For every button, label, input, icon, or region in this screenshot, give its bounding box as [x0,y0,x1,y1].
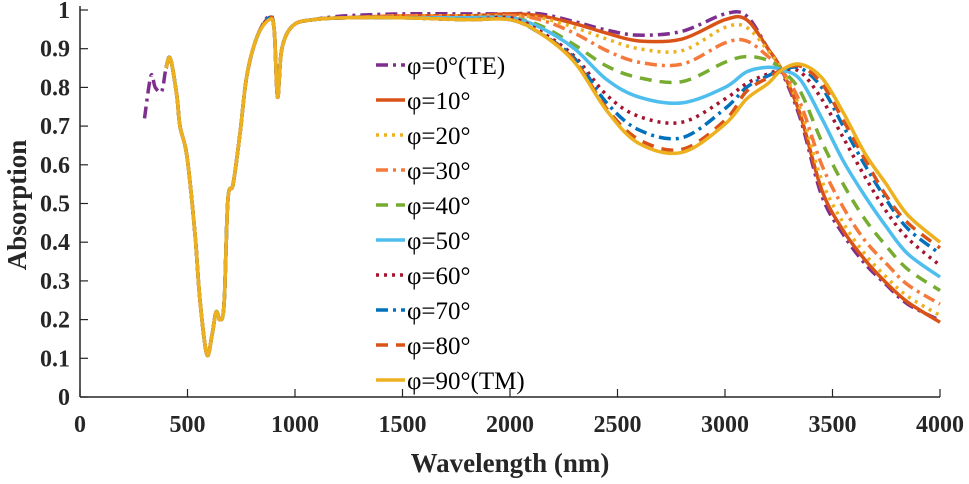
axes: 0 500 1000 1500 2000 2500 3000 3500 4000 0 0.1 0.2 0… [40,0,964,438]
y-tick-label: 0.5 [40,192,70,218]
legend-entry: φ=50° [376,228,471,255]
legend-entry: φ=10° [376,88,471,115]
legend-entry: φ=90°(TM) [376,368,525,395]
legend-label: φ=10° [407,88,471,115]
legend: φ=0°(TE) φ=10° φ=20° φ=30° φ=40° φ=50° φ=60° φ=… [376,53,525,395]
y-tick-label: 0 [58,385,70,411]
y-tick-label: 0.8 [40,75,70,101]
x-tick-label: 1000 [271,412,319,438]
legend-label: φ=40° [407,193,471,220]
series-layer [142,9,942,358]
x-axis-title: Wavelength (nm) [411,448,610,478]
x-tick-label: 2500 [594,412,642,438]
series-line-5 [164,15,942,358]
legend-label: φ=0°(TE) [407,53,505,80]
legend-entry: φ=70° [376,298,471,325]
legend-entry: φ=20° [376,123,471,150]
series-line-2 [164,13,941,358]
y-tick-label: 0.1 [40,346,70,372]
y-axis-title: Absorption [2,140,32,271]
series-line-9 [164,15,942,358]
legend-label: φ=60° [407,263,471,290]
x-tick-label: 0 [74,412,86,438]
legend-label: φ=30° [407,158,471,185]
y-tick-label: 0.2 [40,308,70,334]
legend-label: φ=80° [407,333,471,360]
legend-label: φ=70° [407,298,471,325]
x-tick-label: 3500 [809,412,857,438]
legend-entry: φ=30° [376,158,471,185]
y-tick-label: 1 [58,0,70,24]
legend-label: φ=20° [407,123,471,150]
legend-entry: φ=60° [376,263,471,290]
legend-entry: φ=40° [376,193,471,220]
y-tick-label: 0.9 [40,37,70,63]
x-tick-label: 2000 [486,412,534,438]
x-tick-label: 500 [170,412,206,438]
x-tick-label: 4000 [916,412,964,438]
legend-entry: φ=80° [376,333,471,360]
series-line-6 [164,15,942,358]
legend-label: φ=90°(TM) [407,368,525,395]
y-tick-label: 0.7 [40,114,70,140]
series-line-7 [164,15,942,358]
x-tick-label: 1500 [379,412,427,438]
x-tick-label: 3000 [701,412,749,438]
legend-label: φ=50° [407,228,471,255]
legend-entry: φ=0°(TE) [376,53,505,80]
series-line-8 [164,15,942,358]
y-tick-label: 0.4 [40,230,70,256]
y-tick-label: 0.3 [40,269,70,295]
y-tick-label: 0.6 [40,153,70,179]
series-line-4 [164,15,941,358]
